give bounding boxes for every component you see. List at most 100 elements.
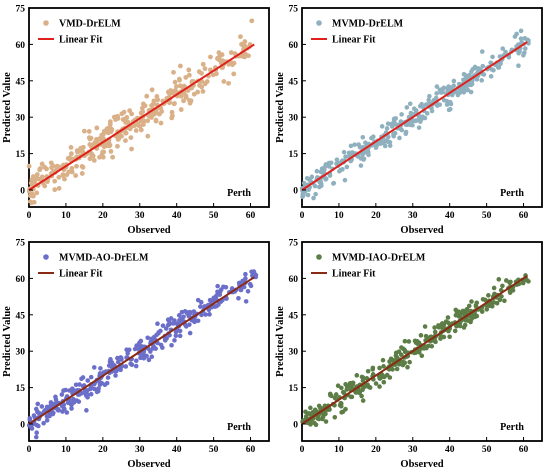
scatter-point <box>170 321 176 326</box>
scatter-point <box>44 414 50 419</box>
scatter-point <box>85 392 90 397</box>
scatter-point <box>422 324 428 329</box>
scatter-point <box>461 325 467 330</box>
scatter-point <box>448 101 454 107</box>
scatter-point <box>124 115 130 120</box>
scatter-point <box>246 53 251 59</box>
scatter-point <box>155 321 160 327</box>
scatter-point <box>343 154 348 159</box>
scatter-point <box>403 129 409 135</box>
scatter-point <box>241 43 246 49</box>
scatter-point <box>519 40 524 45</box>
legend: MVMD-AO-DrELM Linear Fit <box>38 253 149 280</box>
scatter-point <box>361 150 367 156</box>
scatter-point <box>56 185 62 191</box>
scatter-point <box>81 128 87 134</box>
scatter-point <box>313 422 319 428</box>
scatter-point <box>418 333 424 338</box>
scatter-point <box>171 69 176 75</box>
scatter-point <box>393 116 399 121</box>
x-tick-label: 40 <box>172 445 182 455</box>
y-tick-label: 75 <box>16 5 26 15</box>
x-tick-label: 40 <box>172 211 182 221</box>
scatter-point <box>51 401 57 407</box>
scatter-point <box>453 89 459 95</box>
scatter-point <box>247 281 253 287</box>
scatter-point <box>404 105 410 110</box>
x-tick-label: 0 <box>27 211 32 221</box>
scatter-point <box>518 36 524 41</box>
scatter-point <box>384 138 389 143</box>
scatter-point <box>439 323 445 329</box>
scatter-point <box>348 143 354 149</box>
legend: MVMD-DrELM Linear Fit <box>311 19 404 46</box>
scatter-point <box>172 101 177 106</box>
scatter-point <box>494 300 500 306</box>
scatter-point <box>316 416 322 422</box>
scatter-point <box>322 403 328 409</box>
scatter-point <box>497 297 503 303</box>
scatter-point <box>356 142 361 147</box>
scatter-point <box>436 323 441 328</box>
scatter-point <box>306 411 312 416</box>
scatter-point <box>49 409 55 415</box>
scatter-point <box>144 93 150 99</box>
scatter-point <box>339 410 344 415</box>
scatter-point <box>433 339 438 345</box>
scatter-points <box>26 269 259 440</box>
scatter-point <box>466 303 472 309</box>
scatter-point <box>310 409 316 415</box>
scatter-point <box>423 344 429 350</box>
scatter-point <box>88 391 94 397</box>
scatter-point <box>128 135 134 141</box>
x-tick-label: 30 <box>408 211 418 221</box>
scatter-point <box>488 74 494 79</box>
scatter-point <box>518 28 524 34</box>
scatter-point <box>67 388 72 393</box>
x-axis-label: Observed <box>127 459 170 470</box>
scatter-point <box>149 87 155 93</box>
scatter-point <box>427 93 432 99</box>
scatter-point <box>56 407 62 413</box>
scatter-point <box>520 280 526 286</box>
scatter-point <box>92 386 97 392</box>
x-tick-label: 60 <box>519 211 529 221</box>
scatter-point <box>407 101 413 107</box>
scatter-point <box>84 408 89 413</box>
scatter-point <box>39 161 45 167</box>
scatter-point <box>37 411 43 416</box>
scatter-point <box>203 312 208 317</box>
scatter-point <box>59 403 65 409</box>
scatter-point <box>468 319 473 325</box>
scatter-point <box>119 111 125 117</box>
scatter-points <box>26 18 255 206</box>
x-tick-label: 10 <box>61 211 71 221</box>
scatter-point <box>400 346 406 352</box>
scatter-point <box>29 191 35 197</box>
scatter-point <box>195 89 201 95</box>
scatter-point <box>332 395 338 401</box>
scatter-point <box>156 111 162 117</box>
scatter-point <box>413 350 418 356</box>
scatter-point <box>173 333 179 339</box>
plot-frame <box>28 7 270 208</box>
scatter-point <box>503 278 509 283</box>
scatter-point <box>453 312 459 318</box>
scatter-point <box>87 156 93 162</box>
y-axis-label: Predicted Value <box>2 72 13 143</box>
scatter-point <box>198 304 203 309</box>
scatter-point <box>89 151 94 156</box>
scatter-point <box>91 365 97 370</box>
scatter-point <box>124 347 129 353</box>
scatter-point <box>151 98 157 104</box>
scatter-point <box>64 172 70 178</box>
scatter-point <box>323 411 328 417</box>
scatter-point <box>451 78 457 84</box>
scatter-point <box>133 363 139 369</box>
scatter-point <box>334 157 340 162</box>
scatter-point <box>334 161 339 167</box>
scatter-point <box>399 112 404 117</box>
scatter-point <box>59 392 65 397</box>
scatter-point <box>377 365 382 371</box>
